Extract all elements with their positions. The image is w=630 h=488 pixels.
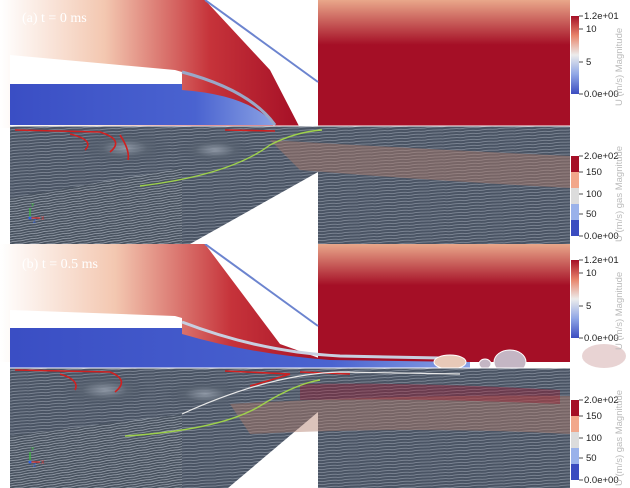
axis-x-label: X	[41, 460, 45, 466]
gas-tick-max: 2.0e+02	[584, 395, 619, 406]
velocity-colorbar-title: U (m/s) Magnitude	[614, 272, 625, 350]
injector-wall-top	[10, 55, 182, 84]
velocity-tick-min: 0.0e+00	[584, 333, 619, 344]
velocity-colorbar-title: U (m/s) Magnitude	[614, 28, 625, 106]
axis-z-label: Z	[33, 219, 36, 225]
injector-wall-top	[10, 310, 182, 328]
axis-z-label: Z	[33, 463, 36, 469]
axes-triad: X Y Z	[28, 447, 45, 469]
velocity-colorbar: 1.2e+01 10 5 0.0e+00 U (m/s) Magnitude	[571, 255, 625, 350]
gas-tick-100: 100	[586, 189, 602, 200]
gas-tick-100: 100	[586, 433, 602, 444]
injector-wall-bottom	[10, 168, 182, 244]
low-velocity-region	[10, 328, 470, 368]
gas-tick-min: 0.0e+00	[584, 231, 619, 242]
velocity-tick-5: 5	[586, 301, 591, 312]
interface-line	[181, 371, 461, 415]
liquid-interface	[181, 320, 441, 360]
nozzle-wall-bottom	[190, 172, 318, 244]
panel-b: (b) t = 0.5 ms X Y Z 1.2e+01 10 5 0.0e+0…	[0, 244, 630, 488]
panel-label: (b) t = 0.5 ms	[22, 257, 98, 272]
axis-x-label: X	[41, 216, 45, 222]
axes-triad: X Y Z	[28, 203, 45, 225]
liquid-interface	[181, 70, 277, 126]
panel-a: (a) t = 0 ms X Y Z 1.2e+01 10 5 0.0e+00 …	[0, 0, 625, 244]
panel-b-visualization: (b) t = 0.5 ms X Y Z 1.2e+01 10 5 0.0e+0…	[0, 244, 630, 488]
red-streamline	[14, 369, 351, 393]
velocity-tick-min: 0.0e+00	[584, 89, 619, 100]
velocity-tick-5: 5	[586, 57, 591, 68]
nozzle-wall-bottom	[228, 412, 318, 488]
axis-y-label: Y	[31, 447, 35, 453]
gas-tick-min: 0.0e+00	[584, 475, 619, 486]
velocity-tick-10: 10	[586, 24, 597, 35]
velocity-tick-10: 10	[586, 268, 597, 279]
gas-tick-50: 50	[586, 209, 597, 220]
velocity-tick-max: 1.2e+01	[584, 255, 619, 266]
gas-tick-150: 150	[586, 167, 602, 178]
gas-colorbar: 2.0e+02 150 100 50 0.0e+00 U (m/s) gas M…	[571, 390, 625, 486]
velocity-field-upper-right	[318, 0, 570, 128]
gas-colorbar: 2.0e+02 150 100 50 0.0e+00 U (m/s) gas M…	[571, 146, 625, 242]
axis-y-label: Y	[31, 203, 35, 209]
droplet	[433, 354, 467, 370]
green-streamline	[124, 379, 321, 437]
injector-wall-bottom	[10, 414, 182, 488]
velocity-colorbar: 1.2e+01 10 5 0.0e+00 U (m/s) Magnitude	[571, 11, 625, 106]
gas-tick-max: 2.0e+02	[584, 151, 619, 162]
red-streamline	[14, 129, 276, 161]
gas-tick-50: 50	[586, 453, 597, 464]
panel-a-visualization: (a) t = 0 ms X Y Z 1.2e+01 10 5 0.0e+00 …	[0, 0, 625, 244]
green-streamline	[139, 129, 323, 187]
panel-label: (a) t = 0 ms	[22, 11, 87, 26]
velocity-field-upper-right	[318, 244, 570, 362]
gas-colorbar-title: U (m/s) gas Magnitude	[614, 390, 625, 486]
gas-colorbar-title: U (m/s) gas Magnitude	[614, 146, 625, 242]
low-velocity-region	[10, 84, 275, 125]
velocity-tick-max: 1.2e+01	[584, 11, 619, 22]
gas-tick-150: 150	[586, 411, 602, 422]
